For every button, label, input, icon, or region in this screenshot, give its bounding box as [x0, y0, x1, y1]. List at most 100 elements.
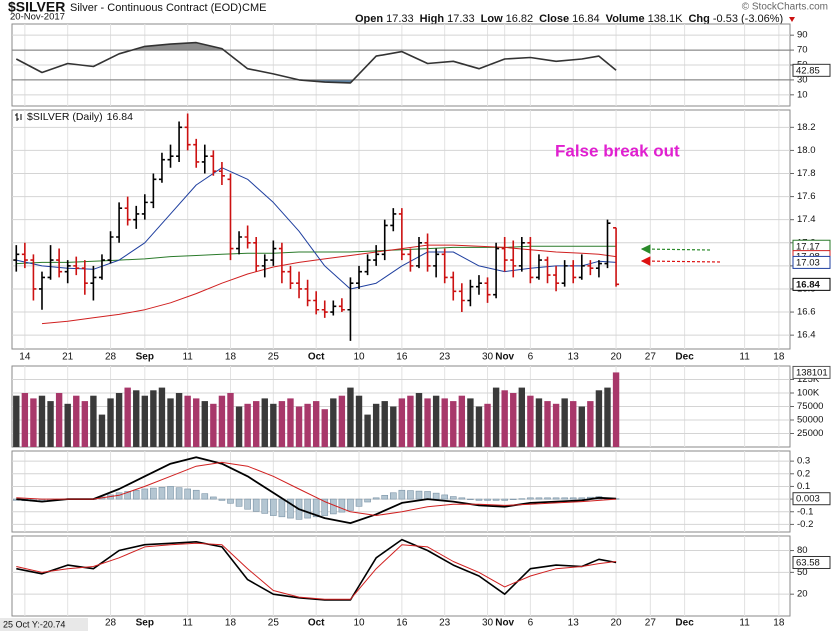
volume-bar — [55, 393, 63, 447]
ohlc-bar — [433, 248, 440, 278]
x-tick-label: 16 — [396, 618, 408, 629]
histogram-bar — [321, 498, 329, 516]
x-tick-label: Nov — [495, 618, 514, 629]
histogram-bar — [355, 498, 363, 507]
volume-bar — [578, 406, 585, 447]
ohlc-bar — [604, 219, 611, 269]
volume-bar — [390, 406, 397, 447]
ohlc-bar — [595, 260, 602, 278]
ohlc-bar — [347, 277, 354, 341]
volume-bar — [535, 398, 543, 447]
y-tick-label: 10 — [797, 89, 808, 100]
x-tick-label: 23 — [439, 352, 451, 363]
y-tick-label: 16.6 — [797, 307, 816, 318]
ohlc-bar — [510, 240, 517, 278]
ohlc-bar — [47, 245, 54, 280]
volume-bar — [304, 403, 311, 447]
ohlc-bar — [493, 242, 500, 299]
down-icon — [789, 17, 795, 22]
histogram-bar — [218, 498, 226, 501]
value-box — [792, 277, 831, 291]
quote-value: 17.33 — [447, 13, 475, 25]
value-box — [792, 63, 831, 77]
value-box-label: 17.17 — [796, 241, 820, 252]
volume-bar — [167, 398, 174, 447]
histogram-bar — [304, 498, 311, 519]
ohlc-bar — [64, 260, 71, 284]
ohlc-bar — [415, 237, 422, 269]
ohlc-bar — [236, 231, 243, 255]
quote: Open 17.33 High 17.33 Low 16.82 Close 16.84 Volu… — [355, 13, 783, 25]
ohlc-bar — [467, 279, 474, 307]
volume-bar — [295, 406, 303, 447]
volume-bar — [501, 390, 508, 447]
y-tick-label: 75000 — [797, 401, 823, 412]
volume-bar — [261, 398, 268, 447]
volume-bar — [381, 401, 388, 447]
quote-value: 138.1K — [648, 13, 684, 25]
ohlc-bar — [176, 121, 183, 162]
annotation: False break out — [555, 141, 680, 160]
volume-bar — [21, 393, 29, 447]
volume-bar — [278, 401, 286, 447]
volume-bar — [270, 403, 277, 447]
indicator-line — [16, 456, 617, 524]
histogram-bar — [338, 498, 346, 513]
volume-bar — [364, 414, 371, 447]
volume-bar — [604, 387, 611, 447]
y-tick-label: 125K — [797, 374, 820, 385]
indicator-line — [16, 542, 617, 600]
ohlc-bar — [261, 254, 268, 278]
indicator-line — [16, 538, 617, 601]
histogram-bar — [278, 498, 286, 518]
y-tick-label: 16.4 — [797, 330, 816, 341]
x-tick-label: 6 — [528, 618, 534, 629]
histogram-bar — [201, 493, 209, 500]
y-tick-label: 50000 — [797, 415, 823, 426]
volume-bar — [210, 403, 217, 447]
histogram-bar — [535, 497, 543, 500]
volume-bar — [193, 398, 200, 447]
histogram-bar — [132, 489, 140, 500]
ohlc-bar — [158, 152, 165, 183]
volume-bar — [398, 398, 406, 447]
x-tick-label: 11 — [739, 352, 750, 363]
quote-value: 16.82 — [506, 13, 534, 25]
volume-bar — [484, 403, 491, 447]
x-tick-label: 18 — [225, 352, 237, 363]
x-tick-label: 28 — [105, 352, 117, 363]
histogram-bar — [501, 498, 508, 501]
histogram-bar — [252, 498, 260, 512]
value-box-label: 138101 — [796, 367, 828, 378]
histogram-bar — [347, 498, 354, 511]
ohlc-bar — [56, 248, 63, 278]
volume-bar — [355, 395, 363, 447]
ohlc-bar — [364, 254, 371, 276]
histogram-bar — [364, 498, 371, 503]
ohlc-bar — [338, 298, 345, 313]
y-tick-label: 0.3 — [797, 456, 810, 467]
volume-bar — [330, 398, 337, 447]
ohlc-bar — [587, 260, 594, 276]
volume-bar — [30, 398, 37, 447]
ohlc-bar — [150, 173, 157, 209]
ohlc-bar — [270, 240, 277, 266]
x-tick-label: 16 — [396, 352, 408, 363]
ohlc-bar — [73, 256, 80, 276]
x-tick-label: 18 — [773, 352, 785, 363]
x-tick-label: 13 — [568, 618, 580, 629]
histogram-bar — [484, 498, 491, 501]
histogram-bar — [578, 497, 586, 500]
quote-label: Low — [481, 13, 503, 25]
y-tick-label: 90 — [797, 30, 808, 41]
volume-bar — [133, 390, 140, 447]
ohlc-bar — [30, 254, 37, 301]
histogram-bar — [287, 498, 294, 519]
x-tick-label: 25 — [268, 618, 280, 629]
value-box-label: 17.03 — [796, 257, 820, 268]
x-tick-label: Nov — [495, 352, 514, 363]
histogram-bar — [175, 487, 183, 500]
y-tick-label: 100K — [797, 388, 820, 399]
volume-bar — [407, 395, 414, 447]
volume-bar — [244, 403, 251, 447]
